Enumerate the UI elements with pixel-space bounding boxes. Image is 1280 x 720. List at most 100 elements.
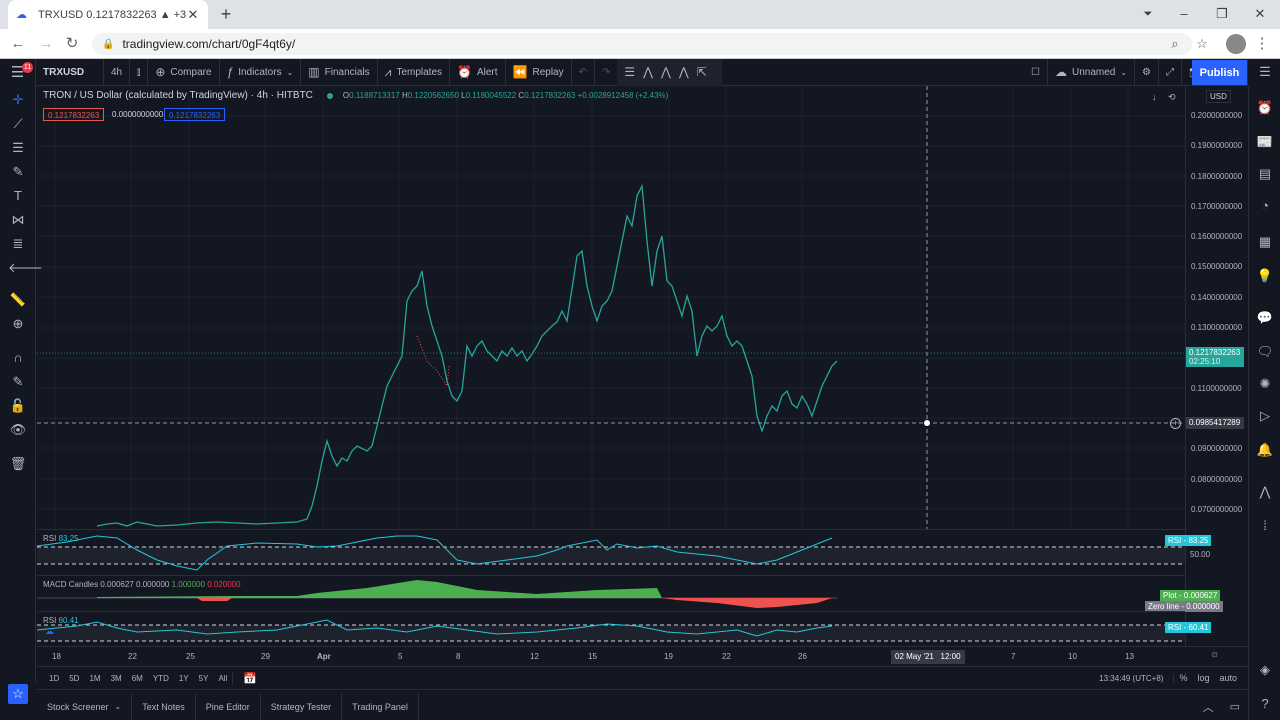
layout-name-button[interactable]: ☁ Unnamed ⌄ [1048,58,1136,86]
symbol-search[interactable]: TRXUSD [36,58,104,86]
tab-trading-panel[interactable]: Trading Panel [342,693,419,720]
new-tab-button[interactable]: + [220,4,232,24]
symbol-legend[interactable]: TRON / US Dollar (calculated by TradingV… [43,90,668,101]
indicators-button[interactable]: ƒ Indicators ⌄ [220,58,302,86]
sell-price-button[interactable]: 0.1217832263 [43,108,105,121]
forward-button[interactable]: → [38,35,54,52]
minimize-button[interactable]: – [1180,6,1188,21]
scroll-down-icon[interactable]: ↓ [1152,92,1157,102]
xabcd-pattern-icon[interactable]: ⋀ [661,65,679,79]
currency-label[interactable]: USD [1206,90,1231,103]
eye-hide-icon[interactable]: 👁 [9,422,27,437]
interval-button[interactable]: 4h [104,58,131,86]
unlock-icon[interactable]: 🔓 [9,398,27,413]
cursor-icon[interactable]: ⇱ [696,65,715,79]
profile-avatar[interactable] [1226,34,1246,54]
auto-scale-toggle[interactable]: auto [1219,673,1237,683]
publish-button[interactable]: Publish [1192,60,1247,85]
text-tool-icon[interactable]: T [14,188,22,203]
tab-text-notes[interactable]: Text Notes [132,693,196,720]
ruler-icon[interactable]: 📏 [9,292,27,307]
range-1m[interactable]: 1M [89,673,101,683]
range-5d[interactable]: 5D [69,673,80,683]
macd-candles-pane[interactable]: MACD Candles 0.000627 0.000000 1.000000 … [37,575,1185,611]
reset-chart-icon[interactable]: ⟲ [1168,92,1176,102]
data-window-icon[interactable]: ▤ [1258,166,1272,181]
replay-button[interactable]: ⏪ Replay [506,58,572,86]
order-panel-icon[interactable]: ⋀ [1259,484,1271,499]
zoom-icon[interactable]: ⌕ [1171,36,1179,51]
profile-dropdown-icon[interactable]: ⏷ [1143,8,1153,20]
maximize-panel-icon[interactable]: ▭ [1229,701,1240,713]
brush-icon[interactable]: ✎ [12,164,24,179]
range-all[interactable]: All [218,673,228,683]
watchlist-icon[interactable]: ☰ [1259,64,1271,79]
pattern-tool-icon[interactable]: ⋈ [11,212,25,227]
rsi-pane-1[interactable]: RSI 83.25 [37,529,1185,575]
browser-menu-icon[interactable]: ⋮ [1254,35,1270,52]
add-alert-plus-icon[interactable]: + [1170,418,1181,429]
financials-button[interactable]: ▥ Financials [301,58,378,86]
chart-type-candles-icon[interactable]: ⫾ [130,58,149,86]
lock-drawing-icon[interactable]: ✎ [12,374,24,389]
alerts-clock-icon[interactable]: ⏰ [1256,100,1274,115]
log-scale-toggle[interactable]: log [1197,673,1210,683]
rsi-pane-2[interactable]: RSI 60.41 [37,611,1185,646]
templates-button[interactable]: ⩘ Templates [378,58,451,86]
news-icon[interactable]: 📰 [1256,134,1274,149]
browser-tab[interactable]: ☁ TRXUSD 0.1217832263 ▲ +3.66% ✕ [8,0,208,29]
range-6m[interactable]: 6M [131,673,143,683]
help-question-icon[interactable]: ? [1261,696,1269,711]
hotlists-flame-icon[interactable]: ◔ [1261,198,1269,213]
tab-strategy-tester[interactable]: Strategy Tester [261,693,343,720]
url-input[interactable]: 🔒 tradingview.com/chart/0gF4qt6y/ [92,33,1192,55]
crosshair-icon[interactable]: ✛ [12,92,24,107]
time-axis[interactable]: 18 22 25 29 Apr 5 8 12 15 19 22 26 02 Ma… [37,646,1248,666]
ideas-stream-icon[interactable]: ✺ [1259,376,1271,391]
range-1d[interactable]: 1D [49,673,60,683]
calendar-icon[interactable]: ▦ [1258,234,1272,249]
fullscreen-icon[interactable]: ⤢ [1159,58,1182,86]
arrow-left-icon[interactable]: 🡐 [8,260,43,275]
drawing-favorites-toolbar[interactable]: ☰ ⋀ ⋀ ⋀ ⇱ [617,58,722,86]
abcd-pattern-icon[interactable]: ⋀ [643,65,662,79]
range-ytd[interactable]: YTD [152,673,169,683]
timezone-clock[interactable]: 13:34:49 (UTC+8) [1094,673,1175,683]
close-window-button[interactable]: ✕ [1254,6,1266,21]
chats-icon[interactable]: 💬 [1256,310,1274,325]
tab-stock-screener[interactable]: Stock Screener ⌄ [37,693,133,720]
chart-settings-sun-icon[interactable]: ☼ [1210,649,1220,660]
main-menu-icon[interactable]: ☰ [0,59,36,86]
streams-icon[interactable]: ▷ [1260,408,1270,423]
horizontal-lines-icon[interactable]: ☰ [624,65,644,79]
select-layout-icon[interactable]: ☐ [1024,58,1048,86]
tab-pine-editor[interactable]: Pine Editor [196,693,261,720]
private-chats-icon[interactable]: 🗨 [1256,344,1274,359]
redo-icon[interactable]: ↷ [602,66,611,78]
compare-button[interactable]: ⊕ Compare [148,58,220,86]
undo-icon[interactable]: ↶ [572,58,596,86]
trash-icon[interactable]: 🗑 [9,456,27,471]
fib-retracement-icon[interactable]: ☰ [12,140,24,155]
prediction-tool-icon[interactable]: ≣ [12,236,24,251]
maximize-button[interactable]: ❐ [1216,6,1228,21]
collapse-panel-chevron-up-icon[interactable]: ︿ [1202,701,1214,714]
wave-pattern-icon[interactable]: ⋀ [678,65,697,79]
bookmark-star-icon[interactable]: ☆ [1196,36,1208,51]
zoom-in-icon[interactable]: ⊕ [12,316,24,331]
layers-icon[interactable]: ◈ [1260,662,1270,677]
settings-gear-icon[interactable]: ⚙ [1135,58,1159,86]
range-5y[interactable]: 5Y [198,673,209,683]
price-scale[interactable]: USD 0.2000000000 0.1900000000 0.18000000… [1185,86,1248,646]
favorites-star-icon[interactable]: ☆ [8,684,28,704]
alert-button[interactable]: ⏰ Alert [450,58,506,86]
ideas-lightbulb-icon[interactable]: 💡 [1256,268,1274,283]
tab-close-icon[interactable]: ✕ [187,6,199,22]
range-3m[interactable]: 3M [110,673,122,683]
reload-button[interactable]: ↻ [65,35,79,52]
go-to-date-calendar-icon[interactable]: 📅 [232,671,262,685]
price-chart-pane[interactable] [37,86,1185,529]
buy-price-button[interactable]: 0.1217832263 [164,108,226,121]
trend-line-icon[interactable]: ⟋ [13,116,23,131]
percent-scale-toggle[interactable]: % [1179,673,1188,683]
